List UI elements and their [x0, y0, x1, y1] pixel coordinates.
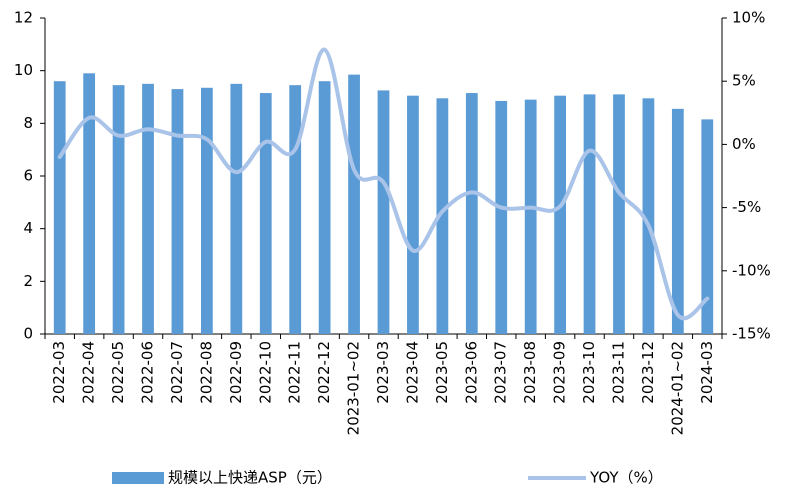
bar — [171, 89, 184, 334]
bar — [377, 90, 390, 335]
bar — [289, 85, 302, 335]
legend-label: 规模以上快递ASP（元） — [168, 469, 332, 487]
bar — [112, 85, 125, 335]
y2-tick-label: 5% — [732, 72, 756, 90]
y-tick-label: 2 — [23, 272, 33, 290]
x-tick-label: 2023-04 — [403, 341, 421, 404]
x-tick-label: 2023-10 — [580, 341, 598, 404]
y-tick-label: 8 — [23, 114, 33, 132]
bar — [142, 83, 154, 334]
bar — [701, 119, 714, 334]
y2-tick-label: -10% — [732, 261, 771, 279]
x-tick-label: 2023-03 — [374, 341, 392, 404]
y2-tick-label: -15% — [732, 325, 771, 343]
x-tick-label: 2023-05 — [433, 341, 451, 404]
bar — [201, 87, 213, 335]
x-tick-label: 2023-12 — [639, 341, 657, 404]
x-tick-label: 2022-10 — [256, 341, 274, 404]
x-tick-label: 2023-08 — [521, 341, 539, 404]
bar — [53, 81, 66, 334]
x-tick-label: 2023-06 — [462, 341, 480, 404]
legend-label: YOY（%） — [589, 469, 663, 487]
y2-tick-label: 10% — [732, 9, 765, 27]
y2-tick-label: -5% — [732, 198, 761, 216]
x-tick-label: 2023-09 — [551, 341, 569, 404]
legend-swatch — [112, 472, 164, 484]
bar — [495, 100, 508, 334]
bar — [583, 94, 596, 334]
x-tick-label: 2022-05 — [109, 341, 127, 404]
x-tick-label: 2024-03 — [698, 341, 716, 404]
bar — [524, 99, 537, 334]
y-tick-label: 4 — [23, 219, 33, 237]
y-tick-label: 6 — [23, 167, 33, 185]
x-tick-label: 2022-11 — [286, 341, 304, 404]
bar — [465, 93, 478, 334]
bar — [259, 93, 272, 334]
x-tick-label: 2023-11 — [609, 341, 627, 404]
bar — [436, 98, 449, 334]
bar — [671, 108, 684, 334]
x-tick-label: 2022-04 — [80, 341, 98, 404]
y-tick-label: 0 — [23, 325, 33, 343]
bar — [318, 81, 331, 334]
bar — [613, 94, 625, 334]
bar — [83, 73, 96, 335]
x-tick-label: 2022-08 — [197, 341, 215, 404]
y-tick-label: 10 — [14, 61, 33, 79]
x-tick-label: 2022-06 — [139, 341, 157, 404]
bar — [554, 95, 566, 334]
line — [57, 47, 710, 321]
x-tick-label: 2023-07 — [492, 341, 510, 404]
bar — [348, 74, 360, 334]
bar — [407, 95, 419, 334]
x-tick-label: 2022-09 — [227, 341, 245, 404]
x-tick-label: 2023-01~02 — [345, 341, 363, 435]
x-tick-label: 2022-12 — [315, 341, 333, 404]
bar — [230, 83, 243, 334]
x-tick-label: 2022-07 — [168, 341, 186, 404]
x-tick-label: 2022-03 — [50, 341, 68, 404]
y2-tick-label: 0% — [732, 135, 756, 153]
y-tick-label: 12 — [14, 9, 33, 27]
x-tick-label: 2024-01~02 — [668, 341, 686, 435]
bar — [642, 98, 655, 334]
